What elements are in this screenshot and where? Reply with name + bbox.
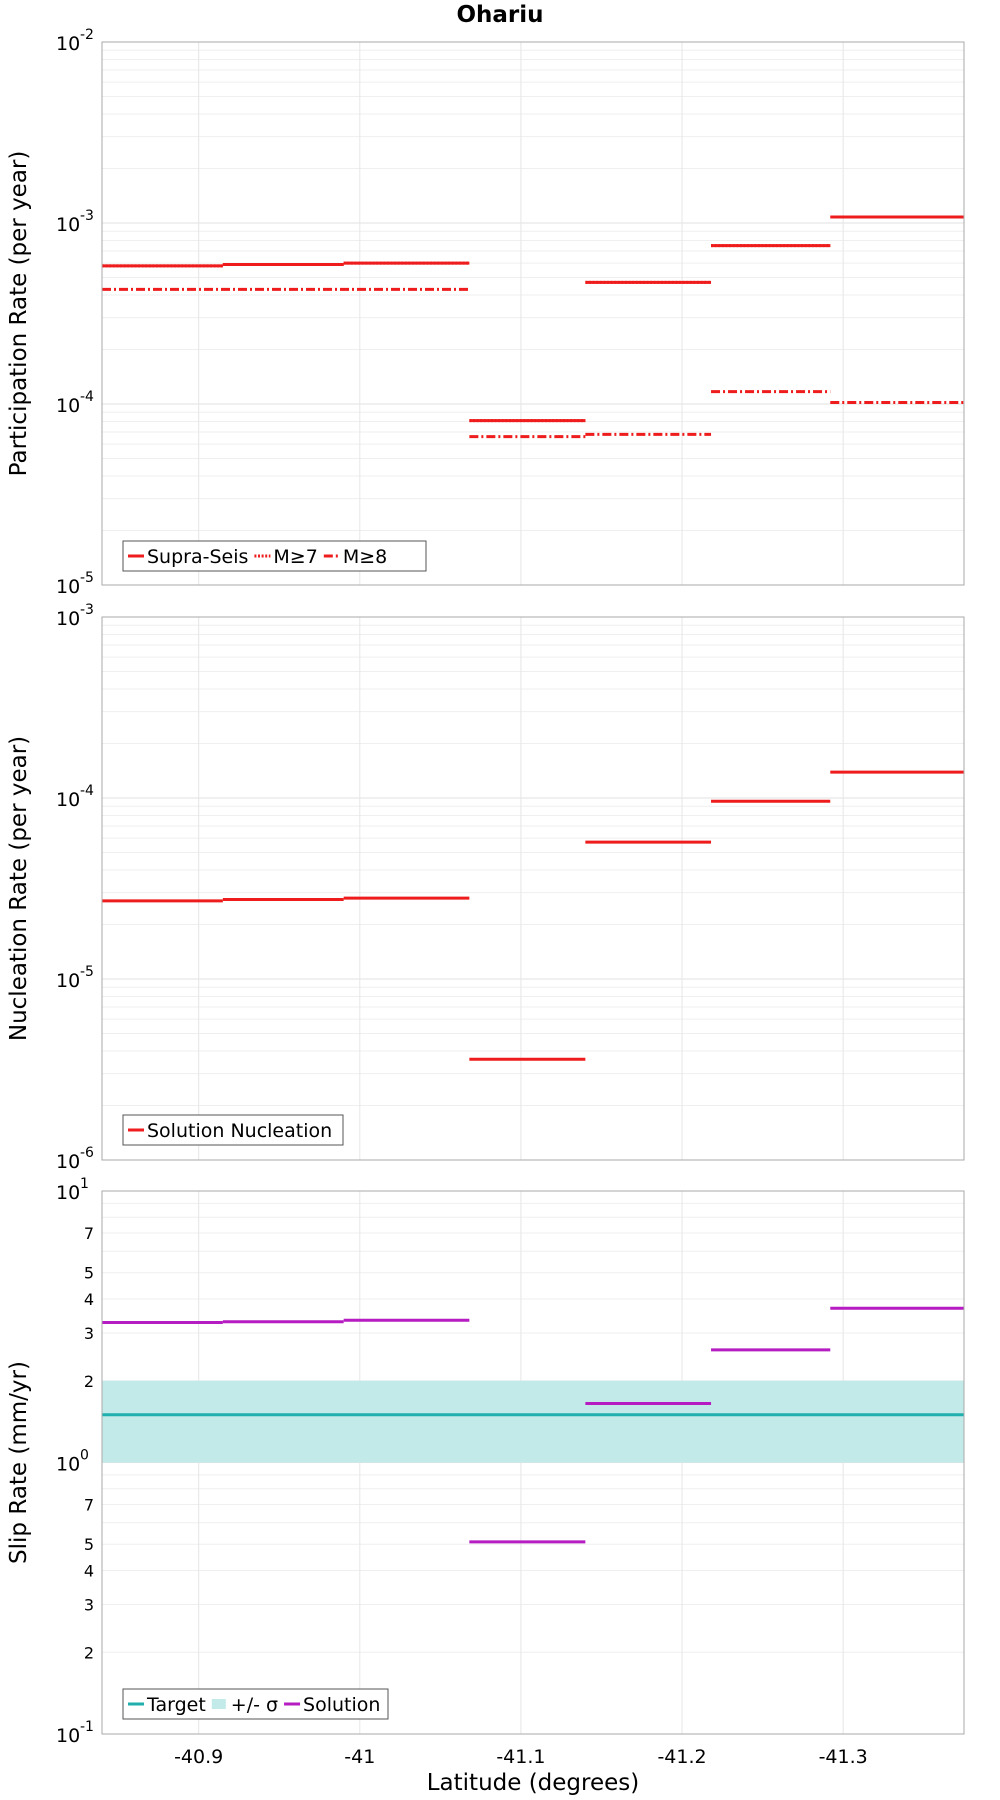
y-tick-exponent: -5	[80, 570, 94, 586]
plot-border	[101, 616, 965, 1161]
legend-label: +/- σ	[231, 1694, 278, 1716]
y-axis-label: Participation Rate (per year)	[6, 151, 32, 477]
y-tick-label: 10	[56, 33, 80, 55]
y-minor-tick-label: 7	[84, 1224, 94, 1243]
y-minor-tick-label: 3	[84, 1595, 94, 1614]
legend-label: M≥8	[343, 546, 387, 568]
y-minor-tick-label: 4	[84, 1562, 94, 1581]
legend-label: Solution	[303, 1694, 380, 1716]
y-minor-tick-label: 5	[84, 1535, 94, 1554]
y-axis-label: Slip Rate (mm/yr)	[6, 1361, 32, 1564]
y-tick-label: 10	[56, 608, 80, 630]
sigma-band	[102, 1380, 964, 1463]
chart-title: Ohariu	[456, 2, 543, 28]
y-tick-exponent: 1	[80, 1176, 89, 1192]
y-minor-tick-label: 3	[84, 1324, 94, 1343]
y-tick-label: 10	[56, 1725, 80, 1747]
legend-swatch	[211, 1699, 226, 1709]
y-tick-label: 10	[56, 395, 80, 417]
x-tick-label: -41	[344, 1746, 375, 1768]
plot-border	[101, 41, 965, 586]
y-tick-exponent: -5	[80, 964, 94, 980]
y-axis-label: Nucleation Rate (per year)	[6, 736, 32, 1041]
x-tick-label: -41.3	[819, 1746, 868, 1768]
legend-box	[122, 540, 427, 572]
y-tick-exponent: -1	[80, 1719, 94, 1735]
legend-box	[122, 1114, 344, 1146]
plot-area	[102, 617, 964, 1160]
y-tick-exponent: 0	[80, 1448, 89, 1464]
legend-label: M≥7	[273, 546, 317, 568]
y-tick-exponent: -3	[80, 208, 94, 224]
y-tick-label: 10	[56, 789, 80, 811]
plot-border	[101, 1190, 965, 1735]
y-tick-exponent: -3	[80, 602, 94, 618]
y-minor-tick-label: 7	[84, 1496, 94, 1515]
y-minor-tick-label: 5	[84, 1264, 94, 1283]
legend-box	[122, 1688, 389, 1720]
y-tick-label: 10	[56, 970, 80, 992]
y-tick-label: 10	[56, 576, 80, 598]
x-axis-label: Latitude (degrees)	[427, 1770, 640, 1796]
y-tick-exponent: -6	[80, 1145, 94, 1161]
y-minor-tick-label: 2	[84, 1372, 94, 1391]
y-tick-label: 10	[56, 1454, 80, 1476]
legend-label: Solution Nucleation	[147, 1120, 332, 1142]
legend-label: Supra-Seis	[147, 546, 248, 568]
x-tick-label: -40.9	[174, 1746, 223, 1768]
plot-area	[102, 42, 964, 585]
y-minor-tick-label: 4	[84, 1290, 94, 1309]
y-tick-exponent: -4	[80, 783, 94, 799]
y-tick-label: 10	[56, 214, 80, 236]
y-tick-exponent: -2	[80, 27, 94, 43]
y-minor-tick-label: 2	[84, 1643, 94, 1662]
y-tick-label: 10	[56, 1151, 80, 1173]
x-tick-label: -41.2	[657, 1746, 706, 1768]
legend-label: Target	[146, 1694, 206, 1716]
x-tick-label: -41.1	[496, 1746, 545, 1768]
y-tick-exponent: -4	[80, 389, 94, 405]
y-tick-label: 10	[56, 1182, 80, 1204]
